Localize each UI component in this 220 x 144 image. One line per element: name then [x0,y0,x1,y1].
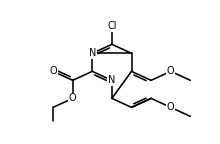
Text: O: O [167,66,174,76]
Text: N: N [108,75,116,85]
Text: Cl: Cl [107,21,117,31]
Text: O: O [69,93,77,103]
Text: O: O [49,66,57,76]
Text: N: N [89,48,96,58]
Text: O: O [167,102,174,112]
